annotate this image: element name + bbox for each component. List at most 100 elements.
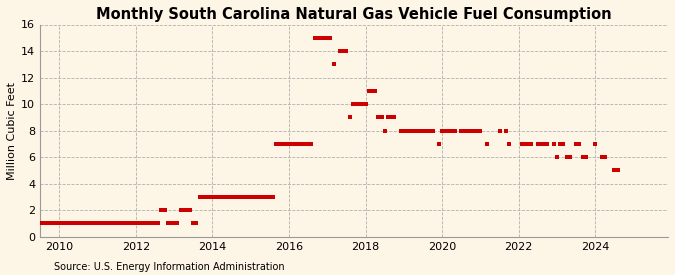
Point [143, 221, 154, 226]
Point [102, 221, 113, 226]
Point [462, 128, 473, 133]
Point [360, 102, 371, 106]
Point [162, 221, 173, 226]
Point [290, 142, 301, 146]
Point [376, 115, 387, 120]
Point [57, 221, 68, 226]
Point [309, 35, 320, 40]
Point [34, 221, 45, 226]
Point [348, 102, 358, 106]
Point [475, 128, 486, 133]
Point [47, 221, 58, 226]
Point [370, 89, 381, 93]
Point [328, 62, 339, 67]
Point [217, 195, 227, 199]
Point [182, 208, 192, 212]
Point [315, 35, 326, 40]
Point [230, 195, 240, 199]
Point [245, 195, 256, 199]
Point [293, 142, 304, 146]
Point [354, 102, 364, 106]
Point [385, 115, 396, 120]
Point [200, 195, 211, 199]
Point [437, 128, 448, 133]
Point [25, 221, 36, 226]
Point [414, 128, 425, 133]
Point [396, 128, 406, 133]
Point [204, 195, 215, 199]
Point [70, 221, 80, 226]
Point [277, 142, 288, 146]
Point [300, 142, 310, 146]
Point [213, 195, 224, 199]
Point [551, 155, 562, 159]
Point [516, 142, 527, 146]
Point [32, 221, 43, 226]
Point [456, 128, 466, 133]
Point [561, 155, 572, 159]
Point [140, 221, 151, 226]
Point [338, 49, 349, 53]
Point [111, 221, 122, 226]
Point [536, 142, 547, 146]
Point [284, 142, 294, 146]
Point [296, 142, 307, 146]
Point [341, 49, 352, 53]
Point [472, 128, 483, 133]
Point [242, 195, 253, 199]
Point [468, 128, 479, 133]
Point [322, 35, 333, 40]
Point [612, 168, 623, 173]
Point [54, 221, 65, 226]
Y-axis label: Million Cubic Feet: Million Cubic Feet [7, 82, 17, 180]
Point [105, 221, 115, 226]
Point [252, 195, 263, 199]
Point [590, 142, 601, 146]
Point [350, 102, 361, 106]
Point [424, 128, 435, 133]
Point [271, 142, 281, 146]
Point [258, 195, 269, 199]
Point [73, 221, 84, 226]
Point [344, 115, 355, 120]
Point [63, 221, 74, 226]
Point [28, 221, 39, 226]
Point [494, 128, 505, 133]
Point [577, 155, 588, 159]
Point [574, 142, 585, 146]
Point [373, 115, 383, 120]
Point [134, 221, 144, 226]
Point [523, 142, 534, 146]
Point [599, 155, 610, 159]
Point [466, 128, 477, 133]
Point [80, 221, 90, 226]
Point [89, 221, 100, 226]
Point [191, 221, 202, 226]
Point [542, 142, 553, 146]
Point [459, 128, 470, 133]
Point [265, 195, 275, 199]
Point [609, 168, 620, 173]
Point [207, 195, 218, 199]
Point [443, 128, 454, 133]
Point [239, 195, 250, 199]
Point [175, 208, 186, 212]
Point [520, 142, 531, 146]
Point [571, 142, 582, 146]
Point [357, 102, 368, 106]
Point [188, 221, 198, 226]
Point [128, 221, 138, 226]
Point [124, 221, 135, 226]
Point [383, 115, 394, 120]
Point [533, 142, 543, 146]
Point [220, 195, 231, 199]
Point [398, 128, 409, 133]
Point [564, 155, 575, 159]
Point [150, 221, 161, 226]
Point [335, 49, 346, 53]
Point [274, 142, 285, 146]
Point [306, 142, 317, 146]
Point [526, 142, 537, 146]
Point [22, 221, 33, 226]
Point [402, 128, 412, 133]
